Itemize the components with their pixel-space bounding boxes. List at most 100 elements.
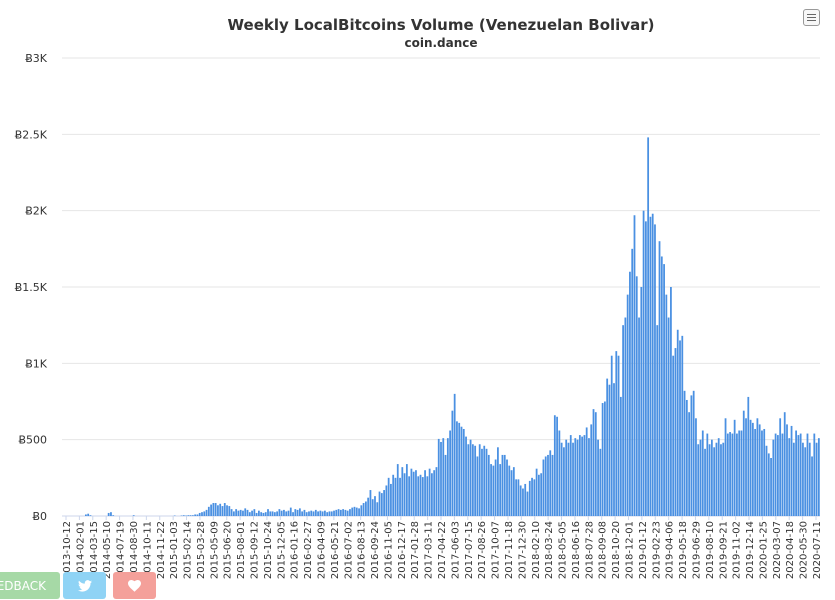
bar [783,412,786,516]
bar [690,395,693,516]
bar [683,390,686,516]
bar [667,317,670,516]
bar [426,476,429,516]
bar [194,514,197,516]
bar [110,512,112,516]
bar [278,509,281,516]
bar [296,509,299,516]
bar [749,419,752,516]
bar [533,479,536,516]
twitter-button[interactable] [63,572,106,599]
x-tick-label: 2017-07-15 [464,521,475,579]
bar [740,430,743,516]
y-tick-label: Ƀ1K [25,357,48,370]
bar [303,509,306,516]
bar [763,428,766,516]
bar [435,467,438,516]
bar [374,496,376,516]
bar [815,442,818,516]
bar [469,439,472,516]
bar [478,444,481,516]
x-tick-label: 2019-11-02 [732,521,743,579]
bar [481,448,483,516]
bar [276,511,278,516]
bar [244,508,247,516]
x-tick-label: 2017-04-22 [437,521,448,579]
bar [651,213,654,516]
x-tick-label: 2018-06-16 [571,521,582,579]
bar [380,493,383,516]
bar [392,474,395,516]
bar [722,442,725,516]
bar [403,473,406,516]
x-tick-label: 2017-08-26 [477,521,488,579]
bar [294,509,297,516]
bar [333,510,335,516]
bar [312,511,315,516]
bar [189,515,192,516]
x-tick-label: 2017-12-30 [517,521,528,579]
bar [692,390,695,516]
bar [428,468,431,516]
bar [487,454,490,516]
bar [799,433,802,516]
chart-title: Weekly LocalBitcoins Volume (Venezuelan … [228,16,655,34]
bar [335,509,338,516]
bar [401,467,404,516]
y-tick-label: Ƀ2.5K [15,128,48,141]
x-tick-label: 2017-01-28 [410,521,421,579]
bar [519,485,522,516]
bar [551,454,554,516]
x-tick-label: 2018-02-10 [531,521,542,579]
x-tick-label: 2020-03-07 [772,521,783,579]
bar [239,509,242,516]
x-tick-label: 2015-06-20 [223,521,234,579]
x-tick-label: 2016-11-05 [383,521,394,579]
x-tick-label: 2015-05-09 [209,521,220,579]
bar [387,477,390,516]
bar [706,433,709,516]
bar [412,471,415,516]
bar [770,457,772,516]
bar [462,428,465,516]
bar [201,512,203,516]
x-tick-label: 2015-10-24 [263,521,274,579]
bar [592,409,595,516]
bar [512,467,515,516]
bar [474,445,477,516]
chart-menu-button[interactable] [803,9,820,26]
bar [490,464,492,516]
bar [305,512,308,516]
bar [451,410,454,516]
feedback-button[interactable]: EDBACK [0,572,60,599]
bar [590,424,593,516]
x-tick-label: 2018-12-01 [625,521,636,579]
y-tick-label: Ƀ3K [25,52,48,65]
y-tick-label: Ƀ2K [25,205,48,218]
bar [262,512,265,516]
bar [506,459,508,516]
bar [344,509,347,516]
bar [362,503,365,516]
bar [738,430,741,516]
bar [679,340,681,516]
bar [522,488,524,516]
x-tick-label: 2015-12-05 [276,521,287,579]
bar [251,510,253,516]
bar [537,474,540,516]
bar [747,396,750,516]
heart-button[interactable] [113,572,156,599]
bar [558,430,561,516]
bar [806,433,809,516]
bar [321,511,324,516]
bar [758,424,761,516]
x-tick-label: 2019-06-29 [692,521,703,579]
bar [670,287,672,516]
bar [777,435,779,516]
bar [563,447,565,516]
bar [446,438,449,516]
bar [271,511,274,516]
grid [62,57,820,517]
bar [654,224,656,516]
